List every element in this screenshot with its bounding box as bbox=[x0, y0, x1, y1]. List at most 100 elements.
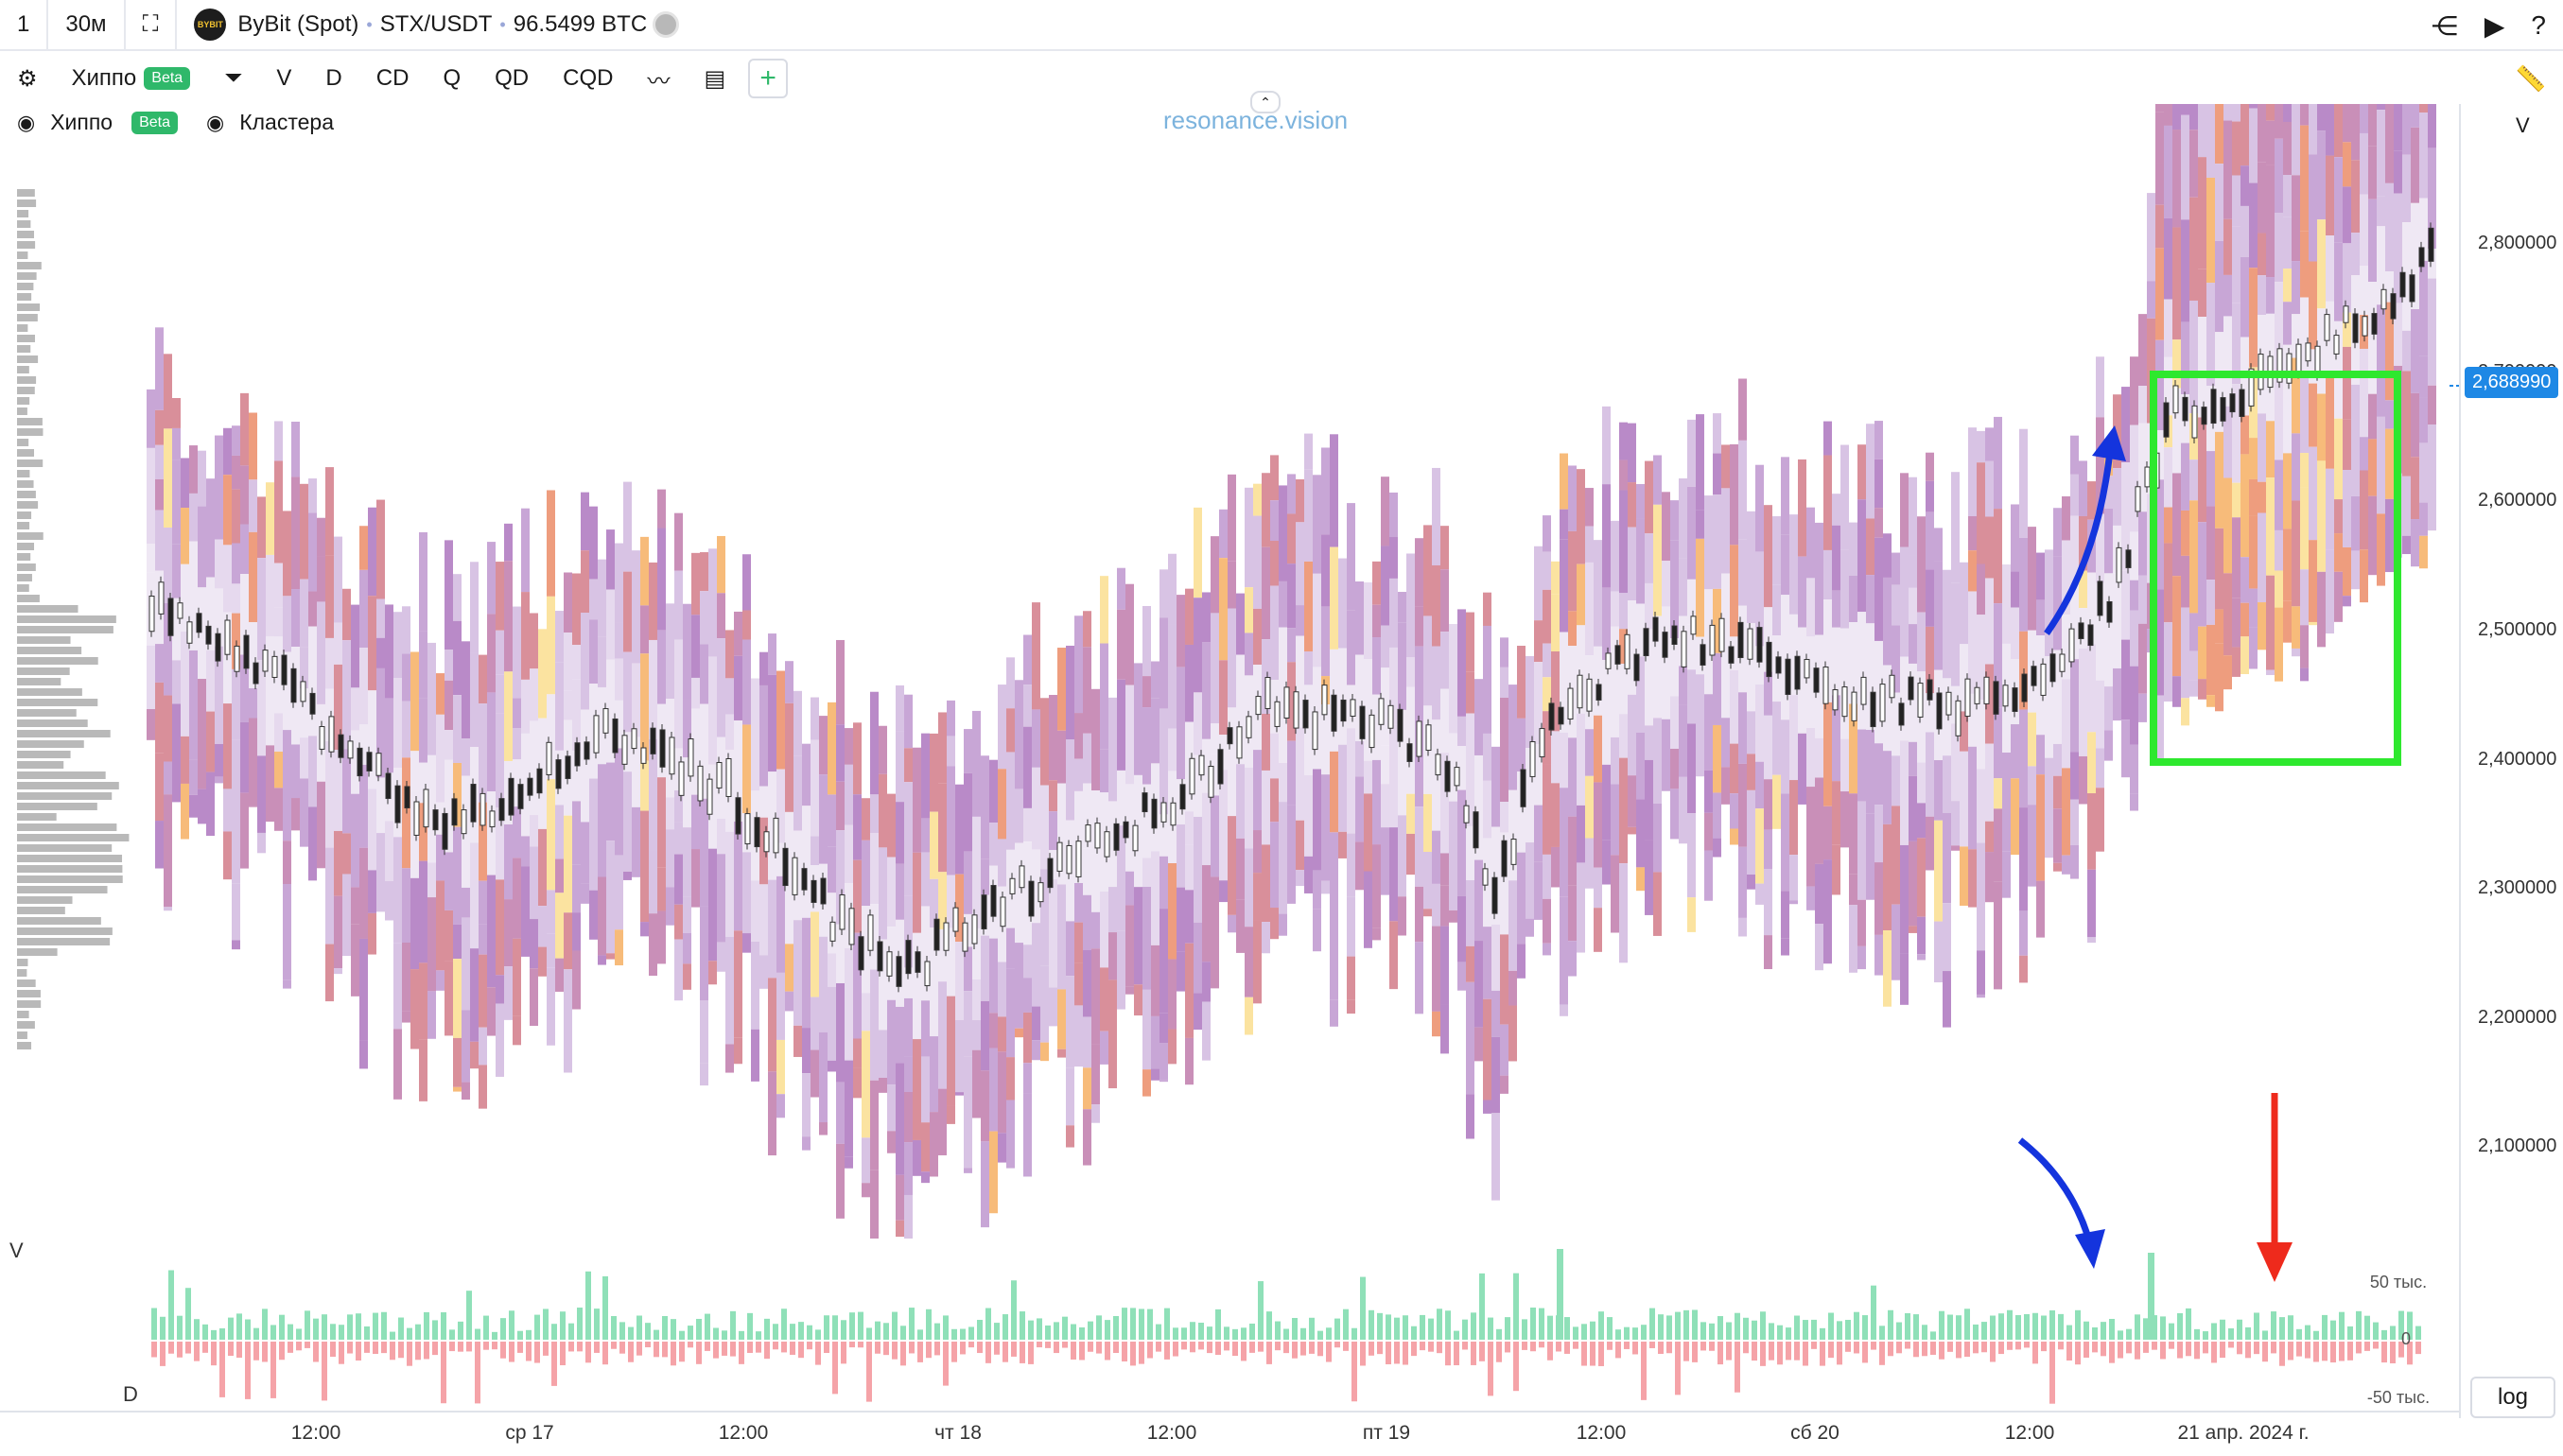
heat-cell bbox=[1687, 420, 1696, 487]
heat-cell bbox=[1330, 434, 1338, 546]
profile-bar bbox=[17, 792, 112, 800]
heat-cell bbox=[2266, 477, 2275, 576]
volume-down-bar bbox=[202, 1342, 208, 1353]
indicator-hippo-button[interactable]: Хиппо Beta bbox=[55, 65, 208, 92]
time-axis[interactable]: 12:00 ср 17 12:00 чт 18 12:00 пт 19 12:0… bbox=[0, 1411, 2459, 1456]
heat-cell bbox=[1832, 844, 1840, 894]
volume-down-bar bbox=[194, 1342, 200, 1361]
heat-cell bbox=[206, 650, 215, 712]
heat-cell bbox=[776, 1094, 785, 1118]
heat-cell bbox=[453, 574, 462, 621]
line-chart-icon[interactable]: 〰 bbox=[630, 62, 687, 95]
candle-body bbox=[168, 598, 173, 635]
heat-cell bbox=[2309, 384, 2317, 447]
symbol-name: STX/USDT bbox=[380, 11, 493, 38]
heat-cell bbox=[215, 777, 223, 784]
chart-canvas[interactable] bbox=[0, 104, 2459, 1411]
heat-cell bbox=[1168, 729, 1177, 771]
volume-up-bar bbox=[1726, 1323, 1732, 1340]
heat-cell bbox=[1747, 754, 1755, 789]
toolbar-q-button[interactable]: Q bbox=[426, 65, 478, 92]
help-icon[interactable]: ? bbox=[2531, 10, 2546, 41]
heat-cell bbox=[2300, 488, 2309, 569]
heat-cell bbox=[2334, 419, 2343, 499]
video-icon[interactable]: ▶ bbox=[2485, 10, 2505, 42]
heat-cell bbox=[547, 890, 555, 933]
heat-cell bbox=[470, 1042, 479, 1068]
settings-gear-icon[interactable]: ⚙ bbox=[0, 65, 55, 93]
volume-up-bar bbox=[1922, 1325, 1927, 1340]
heat-cell bbox=[1381, 477, 1389, 546]
heat-cell bbox=[1491, 991, 1500, 1037]
heat-cell bbox=[1006, 928, 1015, 969]
volume-down-bar bbox=[356, 1342, 361, 1361]
heat-cell bbox=[2070, 800, 2079, 845]
volume-down-bar bbox=[1164, 1342, 1170, 1360]
candle-body bbox=[1284, 687, 1289, 719]
candle-body bbox=[1625, 634, 1630, 668]
document-icon[interactable]: ▤ bbox=[687, 65, 742, 93]
heat-cell bbox=[708, 849, 717, 962]
heat-cell bbox=[2011, 724, 2019, 778]
heat-cell bbox=[1594, 782, 1602, 867]
toolbar-v-button[interactable]: V bbox=[259, 65, 308, 92]
heat-cell bbox=[1772, 516, 1781, 584]
profile-bar bbox=[17, 844, 112, 852]
toolbar-d-button[interactable]: D bbox=[308, 65, 358, 92]
ruler-icon[interactable]: 📏 bbox=[2516, 64, 2546, 94]
volume-down-bar bbox=[1615, 1342, 1621, 1358]
volume-up-bar bbox=[1990, 1316, 1996, 1340]
candle-body bbox=[1606, 653, 1611, 668]
candle-body bbox=[2429, 228, 2433, 261]
heat-cell bbox=[462, 918, 470, 1011]
heat-cell bbox=[1764, 505, 1772, 607]
heat-cell bbox=[1560, 539, 1568, 632]
heat-cell bbox=[1594, 716, 1602, 783]
price-axis[interactable]: V 2,800000 2,700000 2,600000 2,500000 2,… bbox=[2459, 104, 2563, 1418]
toolbar-cd-button[interactable]: CD bbox=[359, 65, 427, 92]
share-icon[interactable]: ⋲ bbox=[2432, 10, 2458, 42]
heat-cell bbox=[2334, 157, 2343, 243]
volume-down-bar bbox=[313, 1342, 319, 1361]
toolbar-cqd-button[interactable]: CQD bbox=[546, 65, 630, 92]
heat-cell bbox=[2428, 386, 2436, 425]
heat-cell bbox=[1406, 834, 1415, 875]
heat-cell bbox=[359, 765, 368, 848]
heat-cell bbox=[2377, 110, 2385, 196]
volume-down-bar bbox=[960, 1342, 966, 1354]
heat-cell bbox=[1994, 509, 2002, 603]
symbol-selector[interactable]: BYBIT ByBit (Spot) • STX/USDT • 96.5499 … bbox=[177, 9, 679, 41]
screenshot-icon[interactable]: ⛶ bbox=[126, 0, 178, 50]
heat-cell bbox=[530, 613, 538, 668]
heat-cell bbox=[2283, 269, 2292, 302]
heat-cell bbox=[479, 955, 487, 1028]
heat-cell bbox=[2019, 807, 2028, 910]
heat-cell bbox=[921, 734, 930, 819]
filter-icon[interactable]: ⏷ bbox=[207, 65, 259, 92]
heat-cell bbox=[291, 589, 300, 647]
timeframe-button[interactable]: 30м bbox=[48, 0, 125, 50]
heat-cell bbox=[1806, 578, 1815, 636]
interval-count-button[interactable]: 1 bbox=[0, 0, 48, 50]
heat-cell bbox=[2317, 572, 2326, 648]
heat-cell bbox=[181, 632, 189, 737]
heat-cell bbox=[2419, 261, 2428, 356]
candle-body bbox=[2164, 403, 2169, 437]
heat-cell bbox=[623, 652, 632, 733]
volume-down-bar bbox=[211, 1342, 217, 1365]
heat-cell bbox=[1483, 626, 1491, 734]
profile-bar bbox=[17, 875, 123, 883]
add-indicator-button[interactable]: + bbox=[748, 59, 788, 98]
log-scale-button[interactable]: log bbox=[2470, 1377, 2555, 1418]
heat-cell bbox=[2206, 580, 2215, 625]
heat-cell bbox=[1253, 516, 1262, 609]
heat-cell bbox=[1560, 733, 1568, 788]
heat-cell bbox=[172, 398, 181, 428]
heat-cell bbox=[904, 1092, 913, 1142]
toolbar-qd-button[interactable]: QD bbox=[478, 65, 546, 92]
heat-cell bbox=[751, 678, 759, 790]
heat-cell bbox=[1474, 679, 1483, 755]
heat-cell bbox=[887, 857, 896, 927]
heat-cell bbox=[1057, 989, 1066, 1049]
heat-cell bbox=[1594, 908, 1602, 952]
